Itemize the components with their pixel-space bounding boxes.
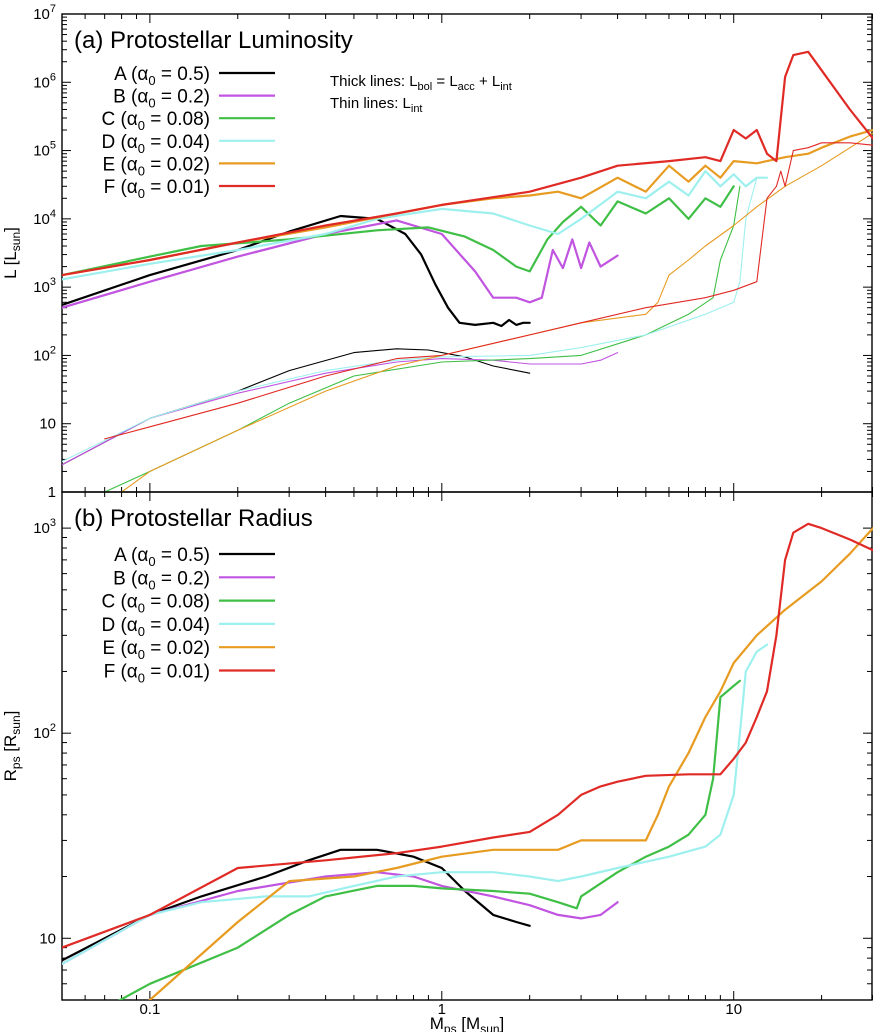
y-tick-label: 102 — [33, 344, 56, 364]
legend-label: D (α0 = 0.04) — [101, 132, 210, 156]
y-tick-label: 10 — [39, 416, 56, 433]
series-E-line — [148, 527, 873, 1000]
series-group-b — [62, 522, 873, 1000]
x-axis-title: Mps [Msun] — [430, 1014, 505, 1032]
legend-label: E (α0 = 0.02) — [103, 638, 210, 662]
legend-entry-C: C (α0 = 0.08) — [101, 592, 275, 616]
legend-label: D (α0 = 0.04) — [101, 615, 210, 639]
x-tick-label: 1 — [438, 1001, 446, 1018]
panel-a-luminosity: 1 10 102 103 104 105 106 107 (a) Protostellar Lu… — [1, 3, 873, 501]
series-D-thin-line — [62, 177, 758, 463]
series-C-line — [117, 679, 741, 1000]
panel-title-a: (a) Protostellar Luminosity — [74, 27, 353, 54]
legend-label: A (α0 = 0.5) — [114, 64, 210, 88]
series-F-line — [62, 522, 873, 949]
y-tick-label: 104 — [33, 208, 56, 228]
series-B-thin-line — [62, 352, 619, 466]
y-tick-label: 103 — [33, 517, 56, 537]
legend-entry-D: D (α0 = 0.04) — [101, 615, 275, 639]
series-F-thick-line — [62, 50, 873, 277]
series-D-thick-line — [62, 170, 769, 281]
legend-entry-A: A (α0 = 0.5) — [114, 545, 275, 569]
legend-label: F (α0 = 0.01) — [104, 177, 210, 201]
legend-label: C (α0 = 0.08) — [101, 592, 210, 616]
series-C-thin-line — [104, 185, 741, 492]
y-tick-label: 105 — [33, 140, 56, 160]
legend-entry-D: D (α0 = 0.04) — [101, 132, 275, 156]
y-tick-label: 1 — [48, 484, 56, 501]
legend-label: F (α0 = 0.01) — [104, 662, 210, 686]
y-tick-label: 106 — [33, 71, 56, 91]
legend-entry-F: F (α0 = 0.01) — [104, 177, 275, 201]
x-tick-label: 0.1 — [139, 1001, 160, 1018]
y-tick-label: 107 — [33, 3, 56, 23]
legend-entry-F: F (α0 = 0.01) — [104, 662, 275, 686]
y-tick-label: 102 — [33, 722, 56, 742]
shared-x-axis: 0.1 1 10 Mps [Msun] — [139, 1001, 742, 1032]
thick-lines-note: Thick lines: Lbol = Lacc + Lint — [330, 73, 512, 93]
legend-entry-E: E (α0 = 0.02) — [103, 638, 275, 662]
y-tick-label: 10 — [39, 930, 56, 947]
series-group-a — [62, 50, 873, 492]
y-tick-label: 103 — [33, 276, 56, 296]
panel-b-radius: 10 102 103 (b) Protostellar Radius A (α0 = 0… — [1, 491, 873, 1001]
series-B-line — [62, 871, 619, 965]
legend-entry-C: C (α0 = 0.08) — [101, 109, 275, 133]
x-tick-label: 10 — [725, 1001, 742, 1018]
y-axis-title-a: L [Lsun] — [1, 227, 23, 279]
plot-frame-b — [61, 491, 873, 1001]
legend-label: C (α0 = 0.08) — [101, 109, 210, 133]
legend-label: B (α0 = 0.2) — [113, 87, 210, 111]
panel-title-b: (b) Protostellar Radius — [74, 505, 313, 532]
legend-entry-E: E (α0 = 0.02) — [103, 154, 275, 178]
thin-lines-note: Thin lines: Lint — [330, 95, 423, 115]
series-F-thin-line — [104, 142, 873, 440]
legend-label: B (α0 = 0.2) — [113, 568, 210, 592]
y-axis-title-b: Rps [Rsun] — [1, 711, 23, 782]
legend-entry-B: B (α0 = 0.2) — [113, 568, 275, 592]
legend-entry-A: A (α0 = 0.5) — [114, 64, 275, 88]
series-E-thin-line — [121, 132, 873, 492]
legend-label: A (α0 = 0.5) — [114, 545, 210, 569]
series-A-line — [62, 848, 531, 962]
series-A-thin-line — [62, 348, 531, 466]
legend-label: E (α0 = 0.02) — [103, 154, 210, 178]
legend-entry-B: B (α0 = 0.2) — [113, 87, 275, 111]
